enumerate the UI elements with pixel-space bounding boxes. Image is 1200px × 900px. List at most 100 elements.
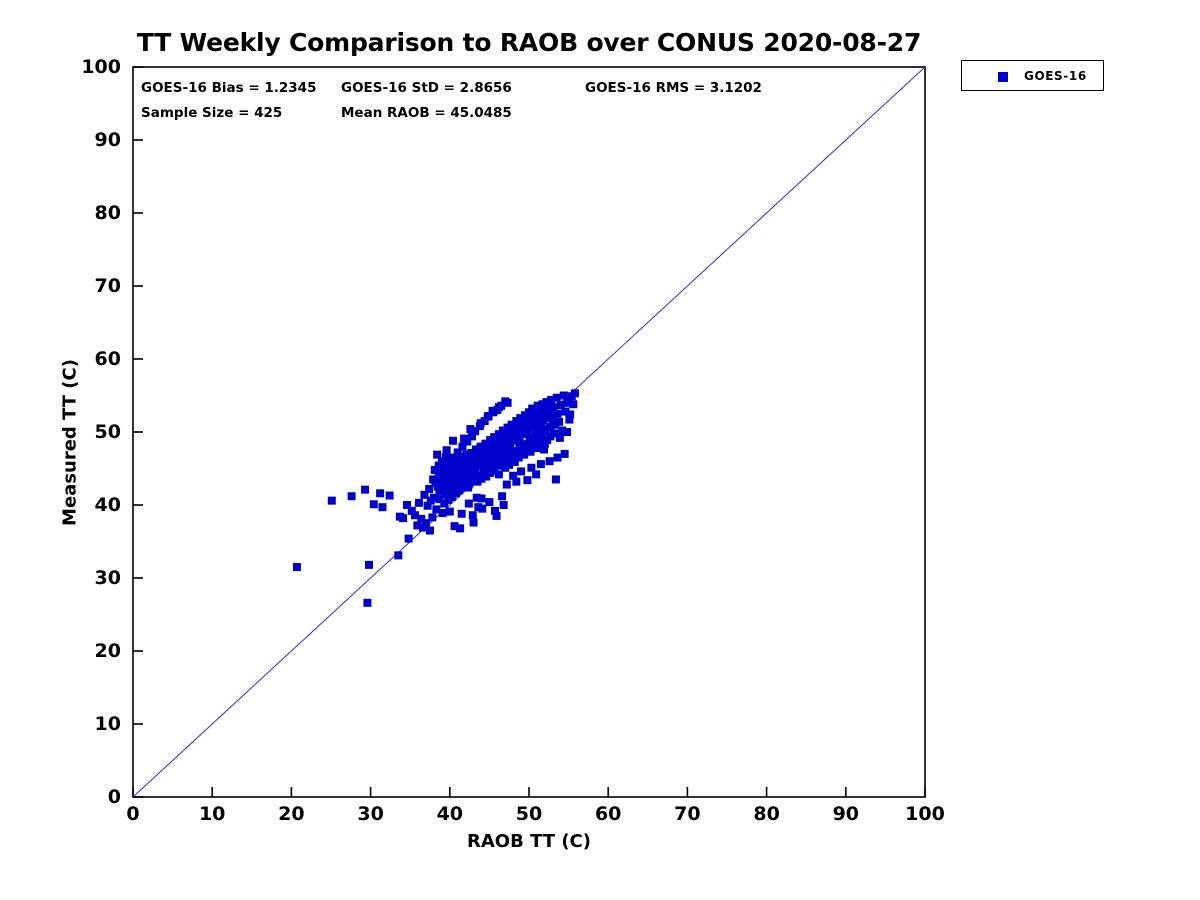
scatter-point [547, 411, 556, 420]
stat-rms: GOES-16 RMS = 3.1202 [585, 80, 762, 96]
scatter-point [494, 470, 503, 479]
scatter-point [404, 534, 413, 543]
scatter-point [486, 456, 495, 465]
scatter-point [477, 494, 486, 503]
y-axis-label: Measured TT (C) [59, 359, 81, 526]
scatter-point [498, 492, 507, 501]
scatter-point [447, 462, 456, 471]
stat-mean-raob: Mean RAOB = 45.0485 [341, 105, 512, 121]
x-tick-label: 50 [515, 803, 543, 825]
scatter-point [493, 406, 502, 415]
scatter-point [403, 501, 412, 509]
scatter-point [467, 449, 476, 458]
scatter-point [563, 428, 572, 436]
scatter-point [532, 470, 541, 479]
x-tick-label: 70 [674, 803, 701, 825]
scatter-point [570, 389, 579, 398]
scatter-point [470, 476, 479, 485]
scatter-point [429, 493, 438, 502]
scatter-point [499, 501, 508, 509]
scatter-point [504, 445, 513, 454]
x-tick-label: 80 [753, 803, 780, 825]
scatter-point [428, 513, 437, 522]
scatter-point [327, 496, 336, 505]
scatter-point [365, 560, 374, 569]
scatter-point [441, 490, 450, 499]
scatter-point [430, 465, 439, 474]
y-tick-label: 40 [94, 494, 121, 516]
scatter-point [423, 501, 432, 510]
scatter-point [385, 491, 394, 500]
scatter-point [551, 475, 560, 484]
scatter-point [435, 495, 444, 504]
x-tick-label: 60 [594, 803, 622, 825]
scatter-point [361, 485, 370, 494]
scatter-point [464, 480, 473, 489]
scatter-point [551, 420, 560, 429]
x-tick-label: 40 [436, 803, 464, 825]
legend-marker-goes-16 [998, 72, 1008, 82]
scatter-point [553, 453, 562, 462]
scatter-point [517, 467, 526, 476]
scatter-point [514, 453, 523, 462]
scatter-point [454, 471, 463, 480]
x-tick-label: 20 [278, 803, 305, 825]
scatter-point [440, 482, 449, 491]
scatter-point [517, 427, 526, 436]
y-tick-label: 0 [107, 786, 121, 808]
legend[interactable]: GOES-16 [961, 60, 1104, 91]
scatter-point [292, 563, 301, 572]
scatter-point [469, 518, 478, 527]
y-tick-label: 50 [94, 421, 121, 443]
y-tick-label: 20 [94, 640, 121, 662]
scatter-point [399, 514, 408, 523]
scatter-point [464, 465, 473, 474]
scatter-point [553, 409, 562, 418]
scatter-point [413, 521, 422, 530]
y-tick-label: 80 [94, 202, 121, 224]
scatter-point [526, 447, 535, 456]
scatter-point [545, 457, 554, 466]
scatter-point [510, 457, 519, 466]
y-tick-label: 100 [81, 56, 121, 78]
scatter-point [555, 433, 564, 442]
scatter-point [561, 407, 570, 416]
scatter-point [467, 432, 476, 441]
scatter-point [453, 448, 462, 457]
scatter-point [481, 460, 490, 469]
scatter-point [541, 427, 550, 436]
scatter-point [462, 452, 471, 461]
scatter-point [523, 476, 532, 485]
scatter-point [433, 450, 442, 459]
scatter-point [492, 511, 501, 520]
scatter-point [363, 598, 372, 607]
x-tick-label: 0 [126, 803, 140, 825]
scatter-point [481, 439, 490, 448]
scatter-point [536, 460, 545, 469]
scatter-point [459, 468, 468, 477]
scatter-point [448, 436, 457, 445]
y-tick-label: 90 [94, 129, 121, 151]
scatter-points-group [292, 389, 579, 607]
scatter-point [468, 511, 477, 520]
scatter-point [505, 441, 514, 450]
scatter-point [550, 429, 559, 438]
scatter-point [435, 486, 444, 495]
scatter-point [552, 393, 561, 402]
scatter-point [378, 503, 387, 512]
scatter-point [475, 422, 484, 431]
scatter-point [471, 466, 480, 475]
scatter-point [525, 421, 534, 430]
scatter-point [482, 452, 491, 461]
scatter-point [533, 401, 542, 410]
scatter-point [537, 435, 546, 444]
scatter-point [536, 421, 545, 430]
x-tick-label: 100 [905, 803, 945, 825]
scatter-point [520, 450, 529, 459]
scatter-point [407, 506, 416, 515]
scatter-point [503, 398, 512, 407]
scatter-point [446, 453, 455, 462]
scatter-point [369, 500, 378, 509]
